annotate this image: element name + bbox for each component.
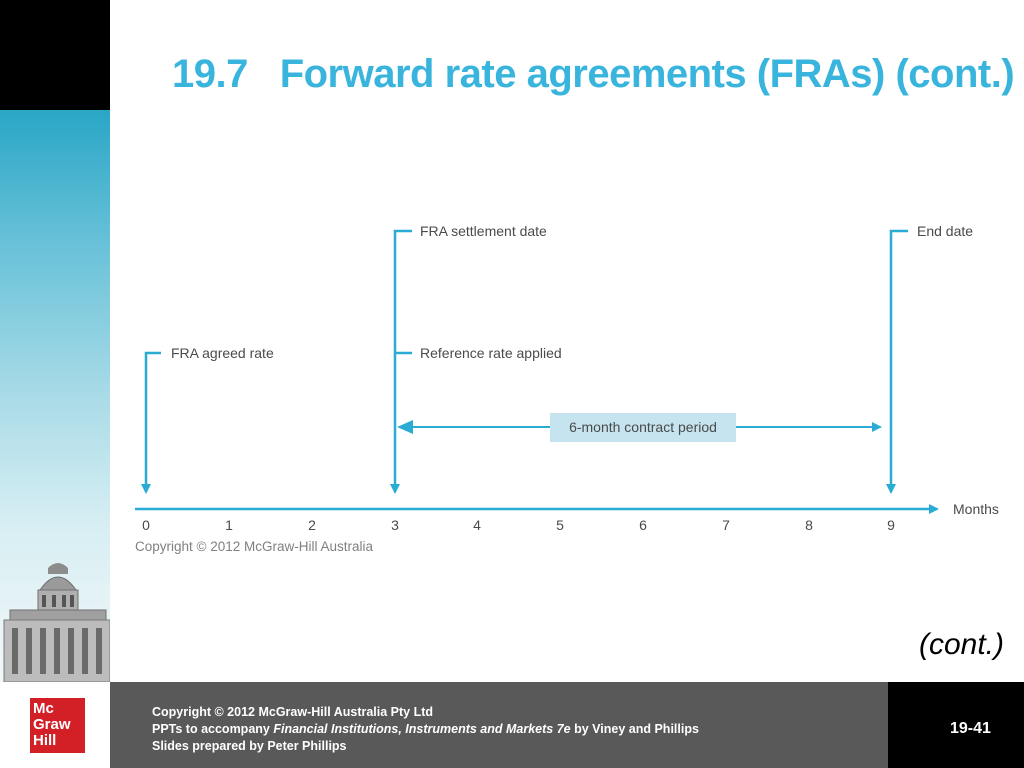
reference-rate-label: Reference rate applied	[420, 345, 562, 361]
contract-period-box	[550, 413, 736, 442]
building-image	[3, 563, 110, 682]
contract-period-label: 6-month contract period	[569, 419, 717, 435]
contract-period-arrow-left-head	[397, 420, 413, 434]
axis-label-months: Months	[953, 501, 999, 517]
footer-author: Slides prepared by Peter Phillips	[152, 739, 347, 753]
timeline-svg: Months 0 1 2 3 4 5 6 7 8 9 FRA agreed ra…	[135, 223, 999, 554]
fra-agreed-rate-pointer	[141, 351, 161, 494]
continued-label: (cont.)	[918, 628, 1004, 661]
fra-timeline-diagram: Months 0 1 2 3 4 5 6 7 8 9 FRA agreed ra…	[125, 210, 1015, 560]
footer-page-area	[888, 682, 1024, 768]
footer-ppt-credit: PPTs to accompany Financial Institutions…	[152, 722, 699, 736]
tick-label: 3	[391, 517, 399, 533]
diagram-copyright: Copyright © 2012 McGraw-Hill Australia	[135, 539, 374, 554]
end-date-pointer	[886, 229, 908, 494]
tick-label: 1	[225, 517, 233, 533]
corner-block	[0, 0, 110, 110]
fra-agreed-rate-label: FRA agreed rate	[171, 345, 274, 361]
page-number: 19-41	[950, 720, 991, 737]
tick-label: 0	[142, 517, 150, 533]
side-decor-strip	[0, 110, 110, 682]
settlement-date-pointer	[390, 229, 412, 494]
settlement-date-label: FRA settlement date	[420, 223, 547, 239]
slide-title: 19.7 Forward rate agreements (FRAs) (con…	[172, 52, 1015, 96]
tick-label: 8	[805, 517, 813, 533]
footer-credits: Copyright © 2012 McGraw-Hill Australia P…	[110, 682, 888, 768]
book-title: Financial Institutions, Instruments and …	[273, 722, 571, 736]
tick-label: 7	[722, 517, 730, 533]
tick-label: 5	[556, 517, 564, 533]
end-date-label: End date	[917, 223, 973, 239]
mcgraw-hill-logo: Mc Graw Hill	[30, 698, 85, 753]
tick-label: 9	[887, 517, 895, 533]
tick-label: 2	[308, 517, 316, 533]
footer-copyright: Copyright © 2012 McGraw-Hill Australia P…	[152, 705, 434, 719]
tick-label: 4	[473, 517, 481, 533]
tick-label: 6	[639, 517, 647, 533]
